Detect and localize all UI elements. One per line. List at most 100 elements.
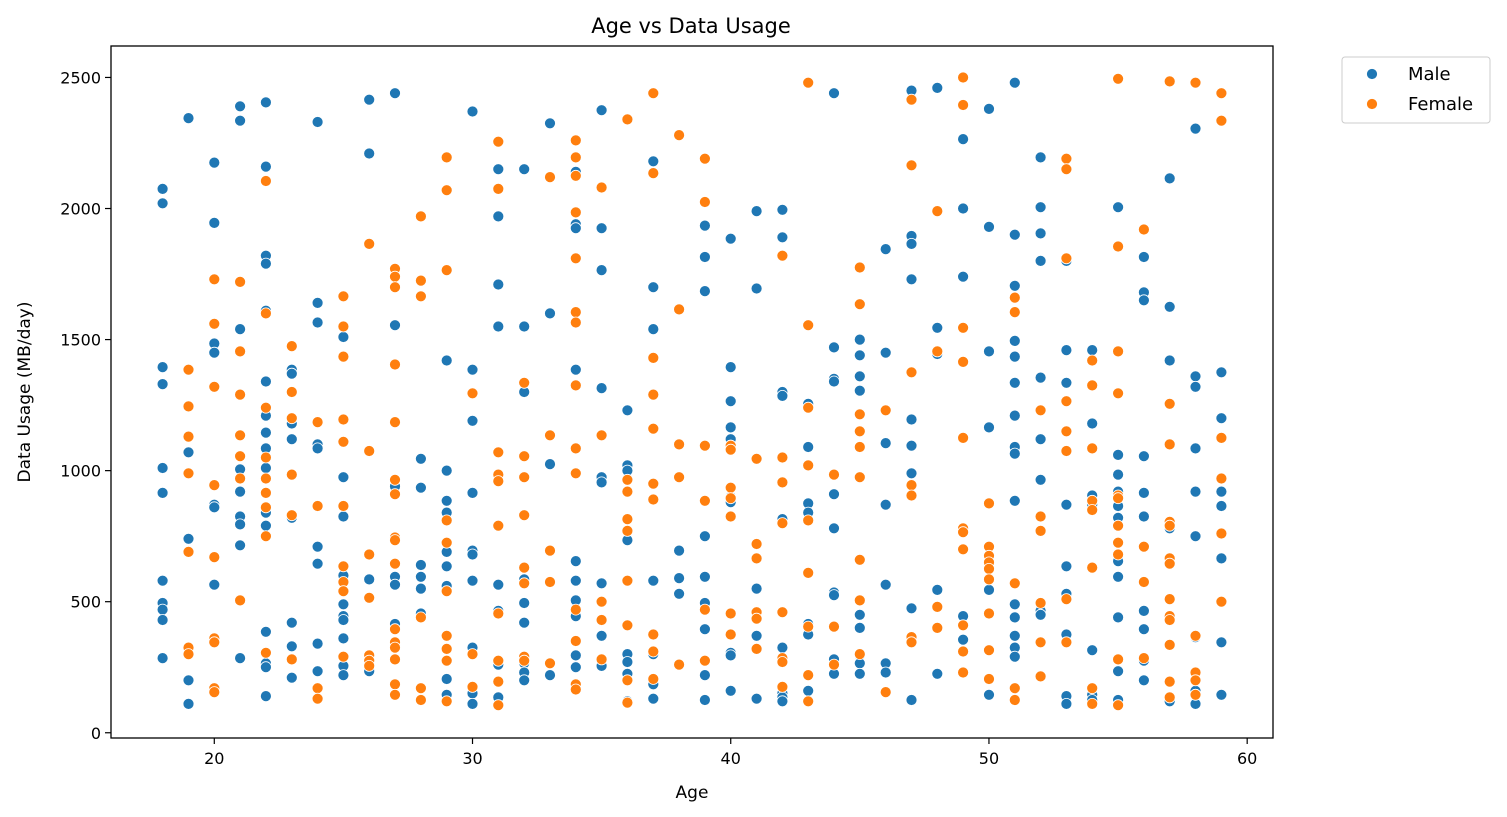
point-female-73 — [389, 678, 401, 691]
point-male-268 — [1008, 409, 1021, 422]
point-female-216 — [905, 636, 918, 649]
point-male-233 — [879, 578, 892, 591]
point-male-24 — [234, 114, 247, 127]
point-male-23 — [234, 100, 247, 113]
point-female-125 — [569, 442, 582, 455]
point-female-220 — [931, 622, 944, 634]
point-female-113 — [544, 429, 556, 442]
point-male-119 — [518, 163, 531, 176]
point-male-341 — [1215, 485, 1228, 498]
point-female-104 — [518, 376, 531, 389]
point-female-68 — [389, 557, 401, 570]
point-female-281 — [1138, 576, 1150, 588]
point-female-112 — [544, 171, 556, 184]
point-female-211 — [905, 159, 918, 172]
point-male-280 — [1034, 254, 1047, 267]
point-female-84 — [440, 514, 453, 527]
point-female-154 — [647, 673, 660, 685]
point-male-130 — [544, 458, 556, 471]
point-female-145 — [647, 87, 660, 100]
point-female-9 — [208, 380, 221, 393]
point-male-56 — [311, 116, 324, 128]
y-axis-ticks: 0 500 1000 1500 2000 2500 — [60, 68, 111, 743]
point-male-103 — [466, 486, 479, 499]
point-female-264 — [1086, 504, 1099, 516]
point-female-239 — [983, 644, 995, 657]
point-female-296 — [1189, 76, 1202, 89]
point-female-194 — [802, 669, 815, 681]
point-male-64 — [311, 665, 324, 678]
point-female-257 — [1060, 445, 1073, 457]
point-male-220 — [853, 333, 866, 346]
point-male-230 — [879, 346, 892, 359]
point-male-312 — [1112, 665, 1124, 678]
point-female-115 — [544, 576, 556, 588]
point-male-0 — [156, 182, 169, 195]
point-female-103 — [492, 699, 505, 712]
point-female-119 — [569, 169, 582, 182]
point-male-41 — [259, 462, 272, 474]
point-female-236 — [983, 563, 995, 575]
point-female-151 — [647, 493, 660, 506]
point-male-89 — [414, 582, 427, 595]
point-male-333 — [1189, 485, 1202, 498]
legend-marker-female — [1366, 98, 1378, 110]
point-female-118 — [569, 151, 582, 164]
point-female-180 — [776, 451, 789, 464]
point-male-76 — [363, 147, 376, 160]
point-female-22 — [234, 594, 247, 607]
point-male-257 — [983, 345, 995, 358]
point-female-153 — [647, 645, 660, 658]
point-male-329 — [1189, 122, 1202, 135]
point-female-101 — [492, 654, 505, 667]
point-female-2 — [182, 430, 195, 443]
point-male-178 — [724, 232, 737, 245]
point-male-169 — [699, 219, 711, 232]
point-male-246 — [931, 321, 944, 334]
point-female-109 — [518, 577, 531, 590]
point-female-240 — [983, 673, 995, 685]
point-female-275 — [1112, 536, 1124, 549]
point-female-96 — [492, 446, 505, 459]
point-male-213 — [828, 375, 840, 388]
point-female-89 — [440, 654, 453, 667]
point-female-82 — [440, 184, 453, 197]
point-female-86 — [440, 585, 453, 598]
point-female-31 — [259, 646, 272, 659]
point-male-288 — [1060, 344, 1073, 357]
point-male-5 — [156, 486, 169, 499]
point-female-225 — [957, 431, 969, 444]
point-female-106 — [518, 471, 531, 484]
point-male-142 — [595, 104, 608, 117]
point-female-132 — [595, 429, 608, 442]
point-male-303 — [1112, 201, 1124, 214]
legend-box — [1341, 56, 1491, 124]
point-male-289 — [1060, 376, 1073, 389]
point-female-273 — [1112, 492, 1124, 505]
point-male-87 — [414, 559, 427, 571]
point-male-242 — [905, 467, 918, 480]
point-male-221 — [853, 349, 866, 362]
point-female-266 — [1086, 682, 1099, 695]
point-male-30 — [234, 539, 247, 552]
point-female-238 — [983, 607, 995, 620]
point-female-283 — [1163, 75, 1176, 88]
point-female-187 — [802, 76, 815, 89]
point-male-141 — [569, 661, 582, 674]
point-female-246 — [1034, 404, 1047, 417]
point-female-120 — [569, 206, 582, 219]
point-female-188 — [802, 319, 815, 332]
point-female-249 — [1034, 597, 1047, 609]
point-female-276 — [1112, 548, 1124, 561]
point-male-98 — [440, 673, 453, 685]
point-male-345 — [1215, 688, 1228, 701]
point-female-50 — [337, 585, 350, 598]
point-male-57 — [311, 296, 324, 309]
point-male-144 — [595, 264, 608, 277]
point-male-330 — [1189, 370, 1202, 383]
point-male-273 — [1008, 611, 1021, 624]
point-male-270 — [1008, 447, 1021, 460]
point-male-250 — [957, 133, 969, 146]
legend-marker-male — [1366, 68, 1378, 80]
point-male-79 — [389, 87, 401, 100]
